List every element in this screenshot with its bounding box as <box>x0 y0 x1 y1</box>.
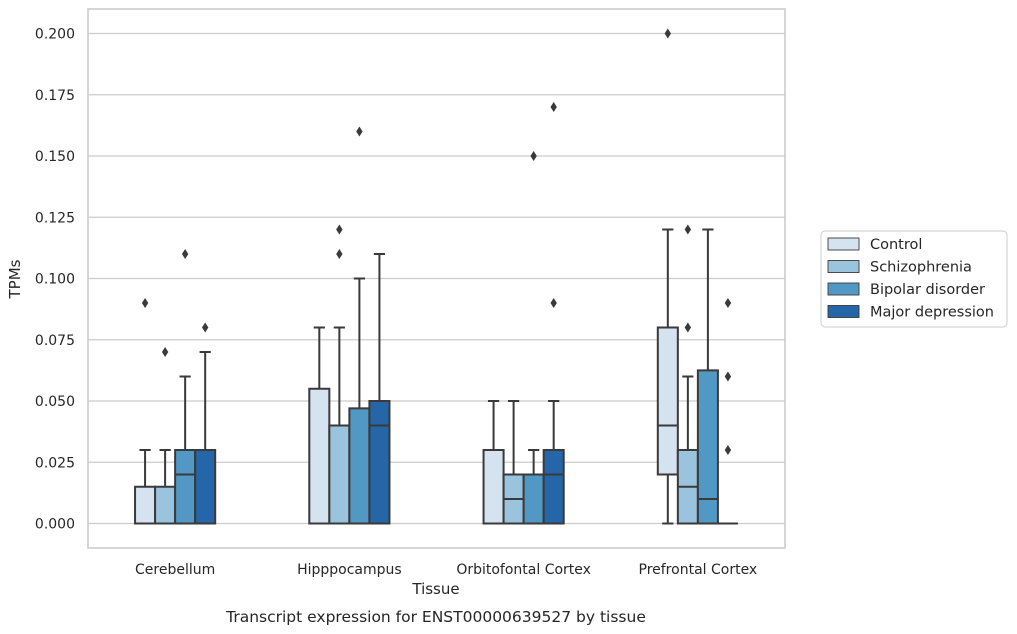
legend: Control Schizophrenia Bipolar disorder Majo… <box>820 230 1008 328</box>
outlier-point <box>550 102 557 112</box>
box-group <box>328 224 351 525</box>
box-group <box>522 151 545 525</box>
outlier-point <box>336 249 343 259</box>
box-group <box>676 224 699 525</box>
outlier-point <box>336 224 343 235</box>
outlier-point <box>201 322 209 333</box>
box-group <box>368 253 391 525</box>
y-tick-label: 0.050 <box>35 394 75 410</box>
box-group <box>656 28 679 525</box>
box <box>134 485 157 525</box>
box <box>482 449 505 525</box>
boxes <box>134 28 738 525</box>
y-tick-labels: 0.000 0.025 0.050 0.075 0.100 0.125 0.150 0.175… <box>35 27 75 533</box>
outlier-point <box>724 445 732 455</box>
legend-label: Schizophrenia <box>870 260 972 276</box>
box-group <box>134 298 157 525</box>
box <box>194 449 217 525</box>
legend-swatch <box>827 305 860 318</box>
box-group <box>502 400 525 525</box>
box <box>154 485 177 525</box>
outlier-point <box>181 249 189 259</box>
y-tick-label: 0.125 <box>35 210 75 226</box>
legend-label: Bipolar disorder <box>870 282 985 298</box>
legend-swatch <box>827 237 860 251</box>
box-group <box>542 102 565 525</box>
legend-frame <box>820 230 1008 328</box>
outlier-point <box>530 151 537 161</box>
y-tick-label: 0.100 <box>35 272 75 288</box>
y-tick-label: 0.175 <box>35 88 75 104</box>
y-tick-label: 0.075 <box>35 333 75 349</box>
box-group <box>482 400 505 525</box>
y-tick-label: 0.000 <box>35 517 75 533</box>
box <box>696 369 719 525</box>
plot-frame <box>87 8 786 549</box>
x-tick-label: Prefrontal Cortex <box>639 562 758 578</box>
x-tick-label: Hipppocampus <box>297 562 402 578</box>
box-group <box>348 126 371 525</box>
legend-swatch <box>827 282 860 296</box>
box <box>656 326 679 476</box>
y-tick-label: 0.150 <box>35 149 75 165</box>
box <box>308 387 331 525</box>
outlier-point <box>356 126 363 137</box>
outlier-point <box>141 298 149 308</box>
x-tick-label: Orbitofontal Cortex <box>456 562 591 578</box>
box <box>522 473 545 525</box>
box-group <box>308 326 331 525</box>
box-group <box>154 347 177 525</box>
box <box>174 449 197 525</box>
legend-label: Control <box>870 237 922 253</box>
outlier-point <box>550 298 557 308</box>
y-axis-label: TPMs <box>6 259 24 299</box>
box-group <box>174 249 197 525</box>
outlier-point <box>684 322 692 333</box>
box <box>368 400 391 525</box>
box <box>542 449 565 525</box>
outlier-point <box>664 28 672 39</box>
legend-swatch <box>827 260 860 273</box>
box <box>328 424 351 525</box>
x-tick-labels: Cerebellum Hipppocampus Orbitofontal Corte… <box>135 562 757 578</box>
box-group <box>696 228 719 525</box>
x-tick-label: Cerebellum <box>135 562 215 578</box>
box-group <box>194 322 217 525</box>
box <box>348 407 371 525</box>
x-axis-label: Tissue <box>411 580 459 598</box>
outlier-point <box>724 298 732 308</box>
y-tick-label: 0.025 <box>35 455 75 471</box>
y-tick-label: 0.200 <box>35 27 75 43</box>
outlier-point <box>684 224 692 235</box>
chart-caption: Transcript expression for ENST0000063952… <box>225 608 646 626</box>
legend-label: Major depression <box>870 305 994 321</box>
outlier-point <box>724 371 732 382</box>
box-group <box>717 298 738 525</box>
outlier-point <box>161 347 169 357</box>
